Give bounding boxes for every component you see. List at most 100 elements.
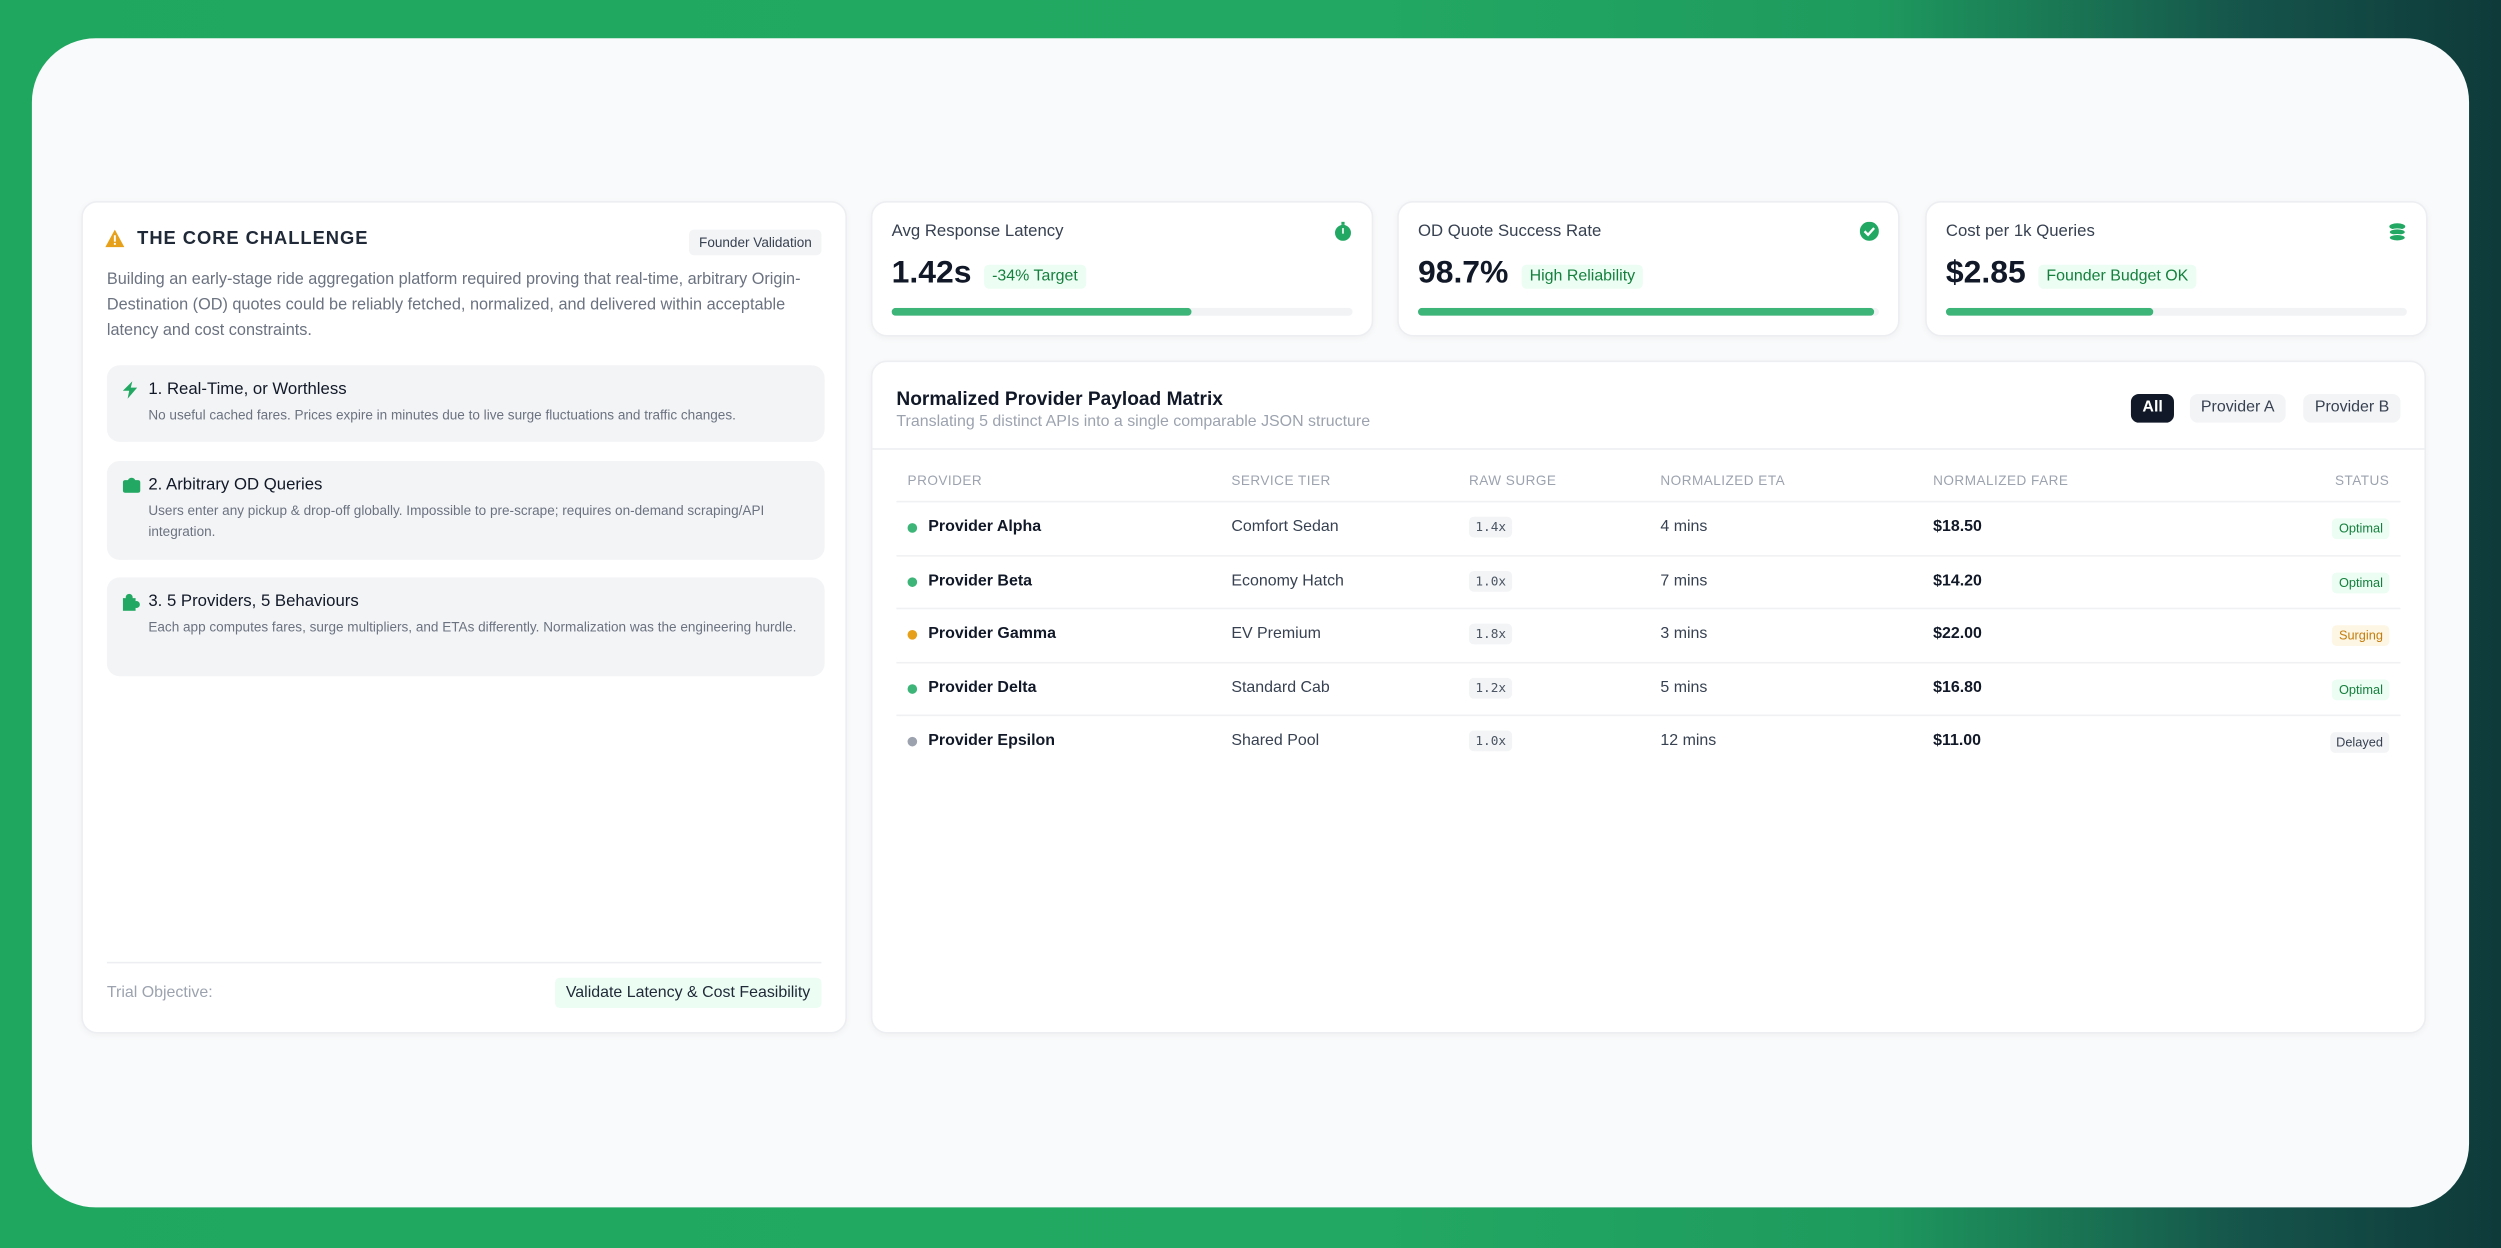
bolt-icon	[122, 381, 138, 399]
filter-button[interactable]: Provider B	[2303, 393, 2401, 423]
raw-surge: 1.8x	[1468, 623, 1513, 645]
cell: Economy Hatch	[1231, 571, 1344, 590]
matrix-panel: Normalized Provider Payload Matrix Trans…	[870, 360, 2426, 1034]
cell: Shared Pool	[1231, 732, 1320, 751]
item-title: 1. Real-Time, or Worthless	[148, 379, 347, 399]
kpi-value: 98.7%	[1417, 255, 1509, 291]
cell: 5 mins	[1660, 679, 1708, 697]
challenge-item: 3. 5 Providers, 5 Behaviours Each app co…	[106, 577, 825, 677]
kpi-card: Avg Response Latency 1.42s -34% Target	[870, 200, 1374, 337]
kpi-card: OD Quote Success Rate 98.7% High Reliabili…	[1397, 200, 1900, 337]
status-dot	[907, 576, 918, 587]
progress-track	[1945, 307, 2407, 316]
kpi-label: Avg Response Latency	[891, 221, 1064, 241]
raw-surge: 1.0x	[1468, 731, 1513, 752]
raw-surge: 1.4x	[1468, 516, 1513, 538]
item-title: 3. 5 Providers, 5 Behaviours	[148, 591, 359, 611]
status-badge: Optimal	[2332, 518, 2390, 540]
item-text: No useful cached fares. Prices expire in…	[148, 406, 736, 423]
status-cell: Optimal	[2332, 518, 2390, 540]
provider-name: Provider Delta	[928, 679, 1037, 697]
progress-fill	[1945, 307, 2154, 316]
progress-fill	[891, 307, 1192, 316]
row-divider	[896, 500, 2401, 503]
progress-track	[1417, 307, 1879, 316]
raw-surge: 1.0x	[1468, 570, 1513, 592]
surge-cell: 1.0x	[1468, 731, 1513, 752]
status-badge: Surging	[2332, 625, 2390, 647]
row-divider	[896, 607, 2401, 610]
status-badge: Optimal	[2332, 679, 2390, 700]
challenge-panel: THE CORE CHALLENGE Founder Validation Bu…	[81, 200, 847, 1034]
kpi-badge: -34% Target	[984, 264, 1086, 289]
footer-label: Trial Objective:	[106, 984, 213, 1002]
progress-track	[891, 307, 1353, 316]
fare: $18.50	[1933, 518, 1982, 536]
kpi-label: Cost per 1k Queries	[1945, 221, 2095, 241]
column-header: NORMALIZED ETA	[1660, 472, 1786, 489]
cell: EV Premium	[1231, 625, 1321, 644]
provider-name: Provider Epsilon	[928, 732, 1056, 751]
matrix-subtitle: Translating 5 distinct APIs into a singl…	[896, 413, 1371, 431]
provider-name: Provider Alpha	[928, 518, 1042, 536]
footer-value: Validate Latency & Cost Feasibility	[554, 977, 822, 1009]
column-header: NORMALIZED FARE	[1933, 472, 2069, 489]
column-header: STATUS	[2334, 472, 2390, 489]
surge-cell: 1.2x	[1468, 677, 1513, 699]
status-dot	[907, 737, 918, 748]
kpi-value: $2.85	[1945, 255, 2026, 291]
status-cell: Optimal	[2332, 679, 2390, 700]
challenge-description: Building an early-stage ride aggregation…	[106, 271, 801, 340]
fare: $11.00	[1933, 732, 1982, 751]
filter-button[interactable]: Provider A	[2189, 393, 2286, 423]
kpi-label: OD Quote Success Rate	[1417, 221, 1602, 241]
status-cell: Delayed	[2329, 732, 2390, 754]
fare: $22.00	[1933, 625, 1982, 644]
challenge-item: 1. Real-Time, or Worthless No useful cac…	[106, 365, 825, 442]
surge-cell: 1.4x	[1468, 516, 1513, 538]
matrix-title: Normalized Provider Payload Matrix	[896, 387, 1223, 410]
fare: $14.20	[1933, 571, 1982, 590]
item-text: Each app computes fares, surge multiplie…	[148, 618, 797, 635]
status-cell: Optimal	[2332, 571, 2390, 593]
warning-icon	[105, 229, 125, 248]
status-badge: Optimal	[2332, 571, 2390, 593]
cell: 3 mins	[1660, 625, 1708, 644]
fare: $16.80	[1933, 679, 1982, 697]
divider	[106, 961, 822, 964]
provider-name: Provider Gamma	[928, 625, 1056, 644]
column-header: SERVICE TIER	[1231, 472, 1331, 489]
cell: 7 mins	[1660, 571, 1708, 590]
divider	[872, 448, 2425, 450]
row-divider	[896, 661, 2401, 664]
challenge-badge: Founder Validation	[689, 229, 822, 256]
status-dot	[907, 523, 918, 533]
row-divider	[896, 554, 2401, 557]
surge-cell: 1.8x	[1468, 623, 1513, 645]
kpi-card: Cost per 1k Queries $2.85 Founder Budget O…	[1925, 200, 2428, 337]
kpi-badge: Founder Budget OK	[2038, 264, 2197, 289]
kpi-badge: High Reliability	[1521, 264, 1644, 289]
column-header: RAW SURGE	[1468, 472, 1557, 489]
map-icon	[122, 477, 141, 493]
puzzle-icon	[122, 593, 140, 611]
cell: 12 mins	[1660, 732, 1717, 751]
item-text: Users enter any pickup & drop-off global…	[148, 502, 765, 540]
challenge-title: THE CORE CHALLENGE	[137, 229, 369, 249]
cell: Standard Cab	[1231, 679, 1330, 697]
kpi-icon	[1335, 221, 1351, 241]
kpi-value: 1.42s	[891, 255, 972, 291]
kpi-icon	[2388, 223, 2406, 241]
status-dot	[907, 683, 918, 694]
status-cell: Surging	[2332, 625, 2390, 647]
filter-button[interactable]: All	[2131, 393, 2174, 423]
provider-name: Provider Beta	[928, 571, 1033, 590]
cell: 4 mins	[1660, 518, 1708, 536]
status-dot	[907, 630, 918, 640]
status-badge: Delayed	[2329, 732, 2390, 754]
column-header: PROVIDER	[907, 472, 983, 489]
surge-cell: 1.0x	[1468, 570, 1513, 592]
progress-fill	[1417, 307, 1875, 316]
